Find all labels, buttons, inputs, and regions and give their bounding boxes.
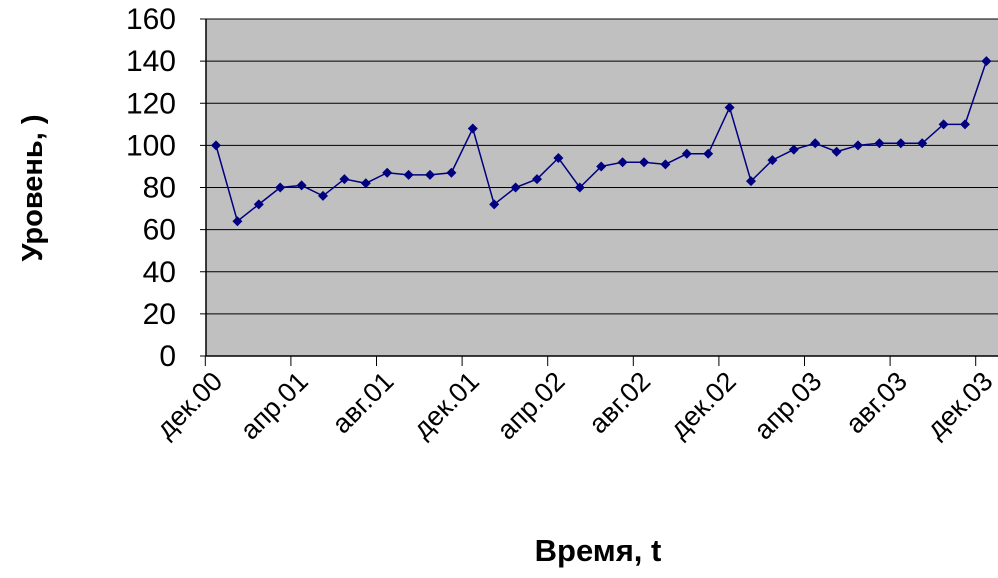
data-point — [703, 148, 714, 159]
data-point — [318, 190, 328, 201]
x-tick-label: апр.01 — [235, 366, 314, 445]
data-point — [981, 56, 992, 67]
y-tick-label: 160 — [126, 3, 176, 36]
data-point — [724, 102, 735, 113]
data-point — [810, 138, 821, 149]
data-point — [382, 167, 393, 178]
data-point — [681, 148, 692, 159]
y-tick-label: 40 — [143, 256, 176, 289]
y-tick-label: 20 — [143, 298, 176, 331]
data-point — [467, 123, 478, 134]
x-tick-label: дек.02 — [664, 366, 742, 444]
x-tick-label: дек.01 — [407, 366, 485, 444]
data-point — [788, 144, 799, 155]
y-tick-label: 0 — [159, 340, 176, 373]
data-point — [917, 138, 928, 149]
x-tick-label: авг.01 — [326, 366, 399, 439]
x-tick-label: дек.00 — [150, 366, 228, 444]
data-point — [296, 180, 307, 191]
y-axis-label: Уровень, ) — [17, 114, 49, 261]
data-point — [403, 169, 414, 180]
data-point — [360, 178, 371, 189]
series-layer — [211, 56, 992, 227]
y-tick-label: 100 — [126, 129, 176, 162]
x-tick-label: авг.03 — [840, 366, 913, 439]
data-point — [446, 167, 457, 178]
data-point — [211, 140, 221, 151]
x-tick-label: дек.03 — [921, 366, 998, 444]
data-point — [532, 174, 542, 185]
data-point — [960, 119, 970, 130]
x-tick-label: авг.02 — [583, 366, 656, 439]
data-point — [596, 161, 607, 172]
data-point — [639, 157, 649, 168]
x-axis-label: Время, t — [535, 533, 662, 568]
data-point — [767, 155, 778, 166]
gridlines — [206, 18, 998, 315]
data-point — [853, 140, 863, 151]
y-tick-label: 80 — [143, 172, 176, 205]
y-tick-label: 140 — [126, 45, 176, 78]
data-point — [938, 119, 949, 130]
data-point — [746, 176, 756, 187]
data-point — [339, 174, 350, 185]
data-point — [275, 182, 286, 193]
y-tick-label: 120 — [126, 87, 176, 120]
x-tick-label: апр.03 — [748, 366, 827, 445]
data-point — [574, 182, 585, 193]
data-point — [895, 138, 906, 149]
data-point — [253, 199, 264, 210]
data-point — [232, 216, 243, 227]
data-point — [874, 138, 885, 149]
data-point — [617, 157, 628, 168]
data-point — [489, 199, 500, 210]
data-point — [553, 153, 564, 164]
x-tick-label: апр.02 — [491, 366, 570, 445]
data-point — [660, 159, 671, 170]
y-tick-label: 60 — [143, 214, 176, 247]
data-point — [510, 182, 521, 193]
data-point — [425, 169, 435, 180]
data-point — [831, 146, 842, 157]
